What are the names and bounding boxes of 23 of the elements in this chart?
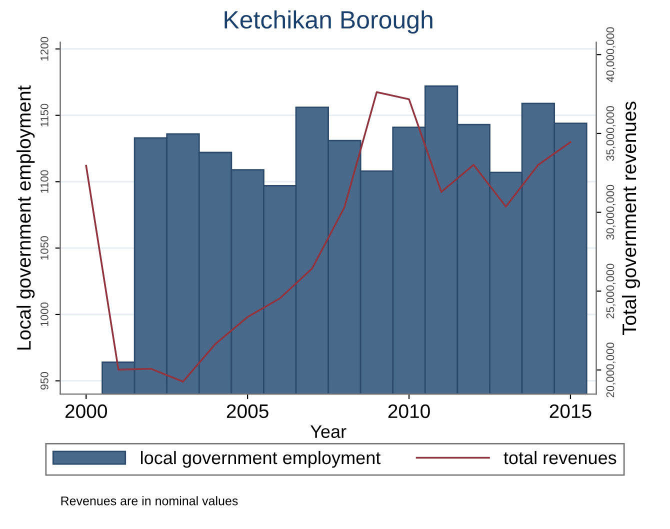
text: Revenues are in nominal values — [61, 496, 238, 506]
x-axis-title: Year — [310, 425, 346, 438]
y2-axis-title: Total government revenues — [622, 102, 640, 336]
y2-tick-label: 25,000,000 — [606, 264, 616, 318]
y2-tick-label: 20,000,000 — [606, 342, 616, 398]
x-tick-label: 2015 — [550, 404, 592, 418]
legend-label: total revenues — [504, 450, 616, 464]
y2-tick-label: 35,000,000 — [606, 106, 616, 161]
y-tick-label: 1200 — [40, 37, 48, 60]
y-tick-label: 1000 — [40, 302, 48, 326]
y2-tick-label: 40,000,000 — [606, 27, 616, 82]
legend-label: local government employment — [141, 450, 381, 468]
x-tick-label: 2000 — [65, 404, 107, 418]
y-tick-label: 1100 — [40, 170, 48, 193]
line-series — [85, 91, 572, 383]
x-tick-label: 2005 — [226, 404, 268, 418]
chart-title: Ketchikan Borough — [224, 10, 432, 34]
y-tick-label: 1050 — [40, 236, 48, 260]
y2-tick-label: 30,000,000 — [606, 184, 616, 240]
y-axis-title: Local government employment — [16, 85, 35, 350]
y-tick-label: 950 — [40, 372, 48, 390]
y-tick-label: 1150 — [40, 104, 48, 126]
x-tick-label: 2010 — [388, 404, 430, 418]
